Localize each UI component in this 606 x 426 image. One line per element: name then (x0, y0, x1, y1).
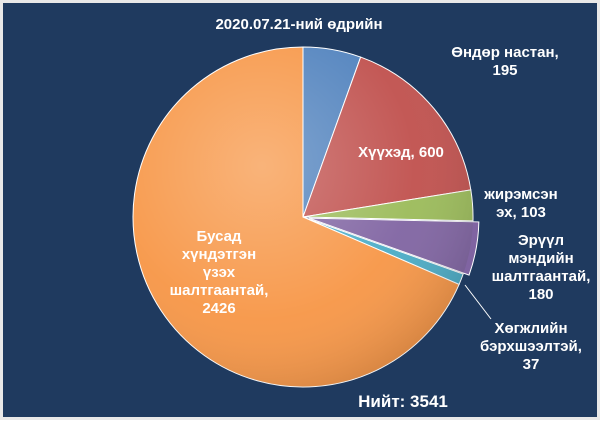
slice-label-2: Хүүхэд, 600 (358, 144, 444, 161)
slice-label-line: 2426 (202, 300, 235, 317)
chart-title: 2020.07.21-ний өдрийн (215, 16, 382, 33)
slice-label-line: хүндэтгэн (182, 246, 256, 263)
slice-label-line: Эрүүл (518, 232, 564, 249)
slice-label-line: Хүүхэд, 600 (358, 144, 444, 161)
slice-label-line: 180 (528, 286, 553, 303)
slice-label-line: шалтгаантай, (170, 282, 269, 299)
slice-label-line: шалтгаантай, (492, 268, 591, 285)
slice-label-4: Эрүүл мэндийн шалтгаантай, 180 (492, 232, 591, 303)
leader-line (464, 284, 492, 320)
slice-label-line: Өндөр настан, (451, 44, 558, 61)
slice-label-line: Хөгжлийн (494, 320, 567, 337)
slice-label-line: Бусад (197, 228, 242, 245)
slice-label-line: 37 (523, 356, 540, 373)
slice-label-line: эх, 103 (496, 204, 546, 221)
slice-label-line: бэрхшээлтэй, (480, 338, 582, 355)
chart-frame: Өндөр настан, 195 Хүүхэд, 600 жирэмсэн эх, 1… (0, 0, 600, 420)
slice-label-5: Хөгжлийн бэрхшээлтэй, 37 (480, 320, 582, 373)
slice-label-6: Бусад хүндэтгэн үзэх шалтгаантай, 2426 (170, 228, 269, 317)
slice-label-line: үзэх (203, 264, 236, 281)
slice-label-line: мэндийн (508, 250, 573, 267)
pie-chart: Өндөр настан, 195 Хүүхэд, 600 жирэмсэн эх, 1… (132, 16, 591, 411)
total-label: Нийт: 3541 (358, 392, 448, 411)
slice-label-line: жирэмсэн (483, 186, 558, 203)
slice-label-1: Өндөр настан, 195 (451, 44, 558, 79)
slice-label-line: 195 (492, 62, 517, 79)
slice-label-3: жирэмсэн эх, 103 (483, 186, 558, 221)
